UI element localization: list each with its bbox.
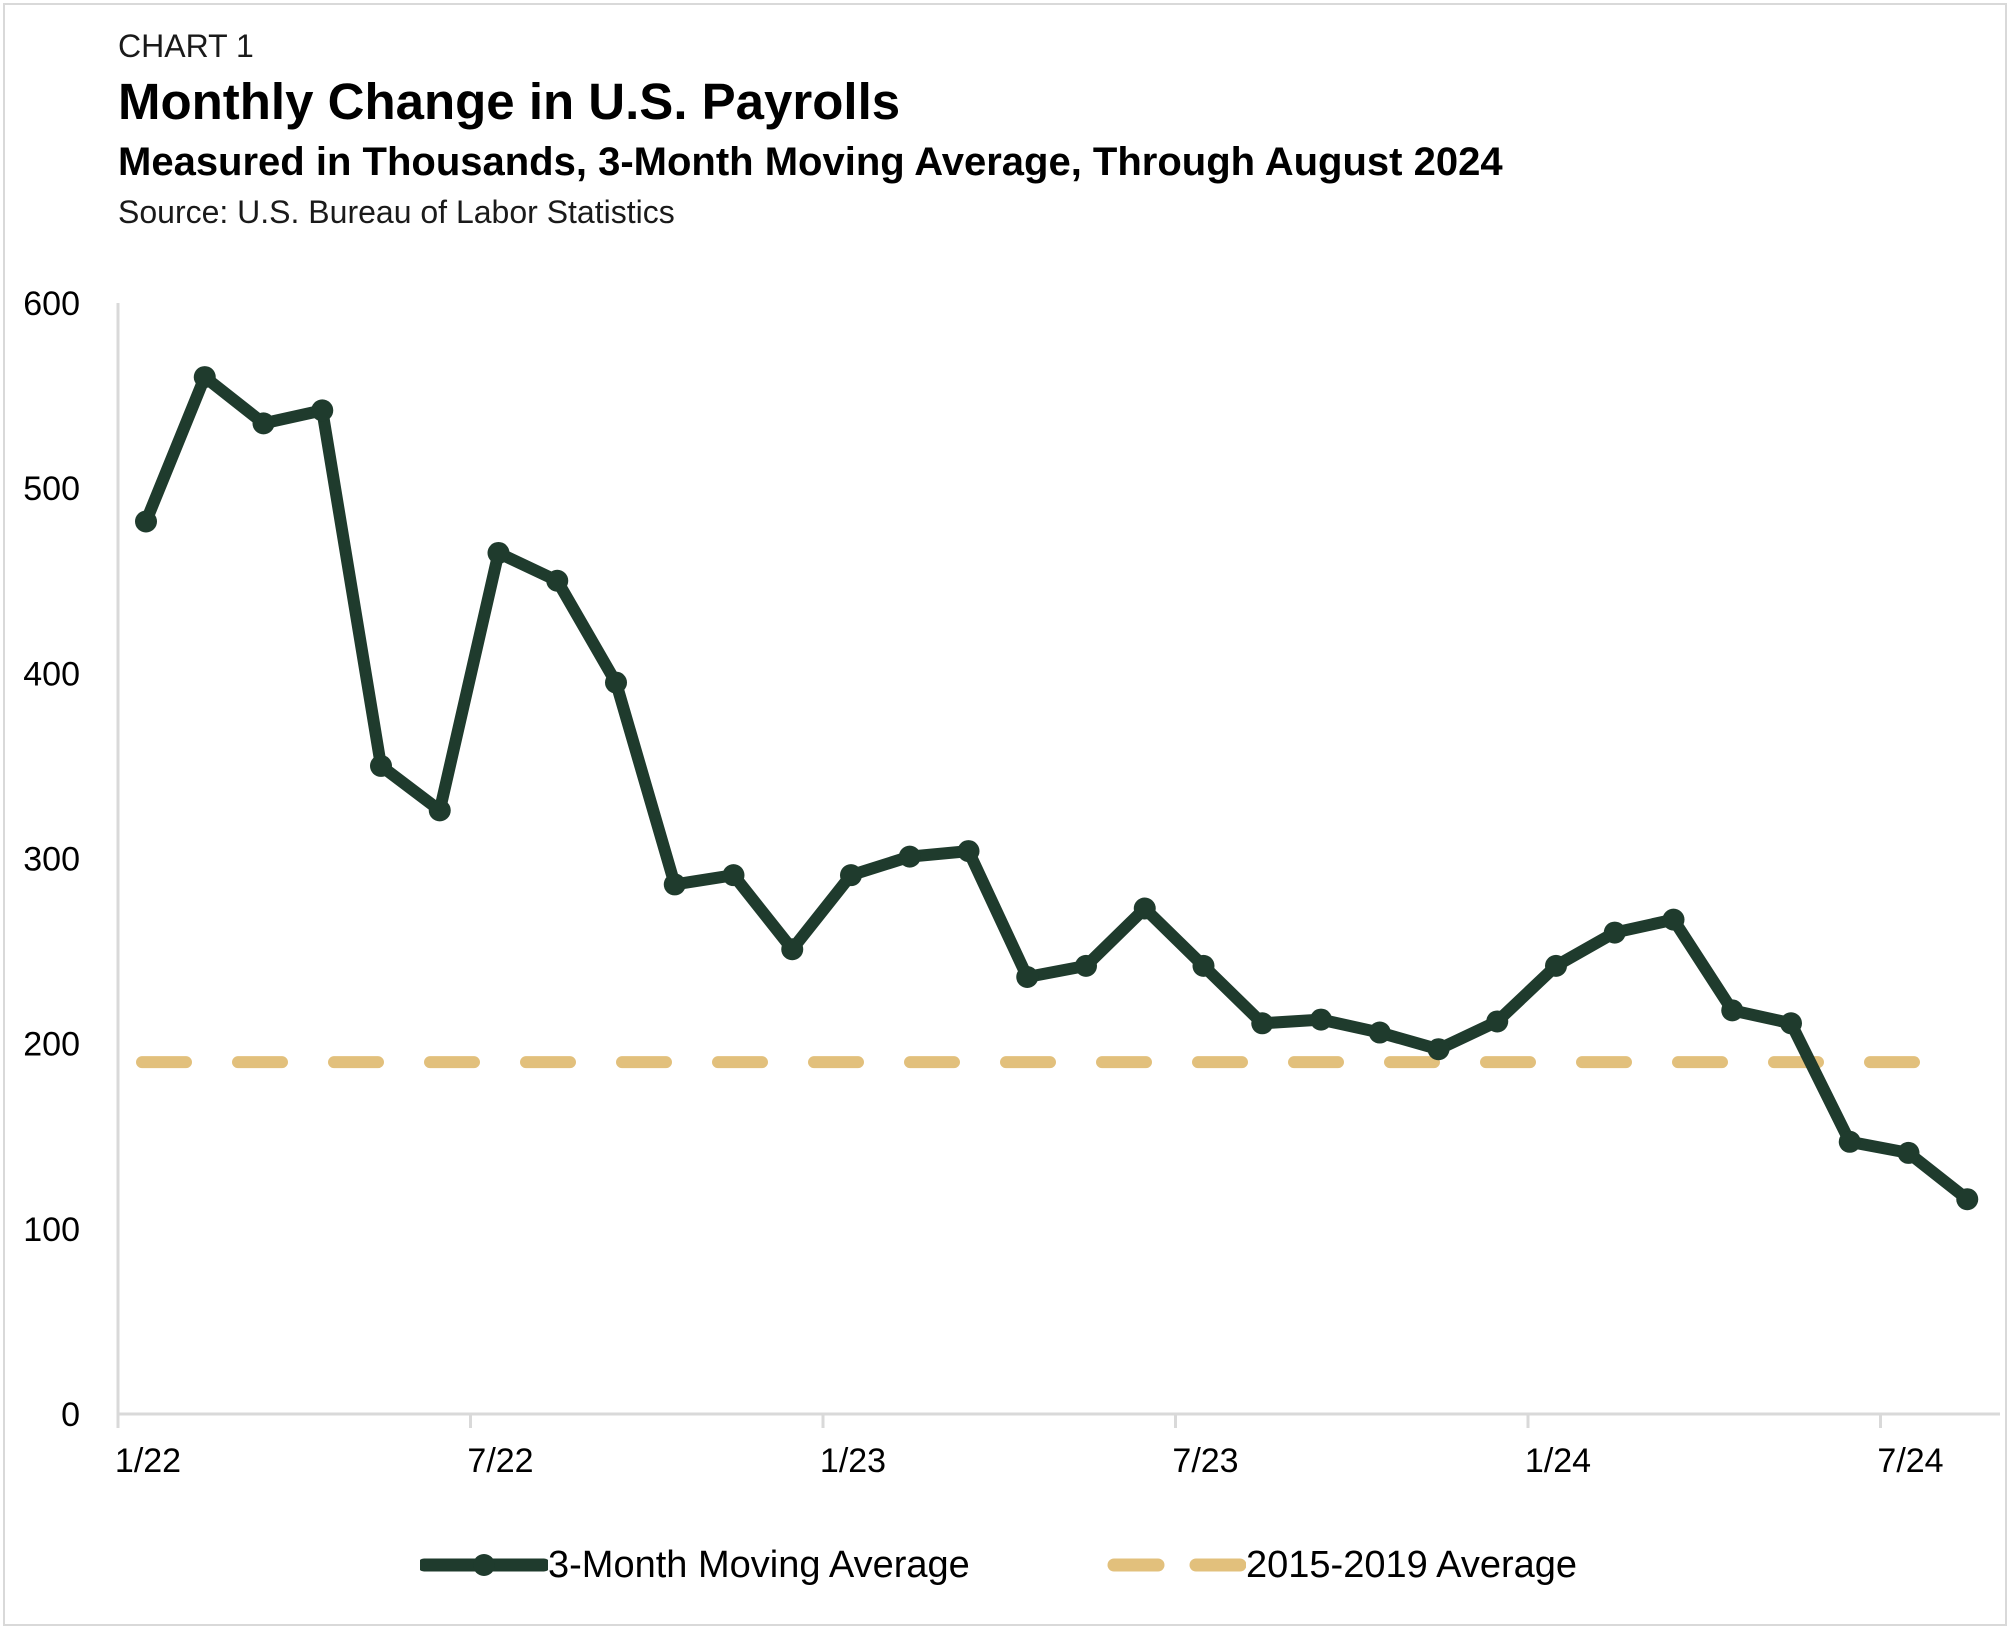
chart-legend: 3-Month Moving Average 2015-2019 Average — [0, 1535, 2012, 1595]
x-tick-label: 7/22 — [467, 1442, 533, 1480]
data-point — [311, 399, 334, 422]
data-point — [1251, 1012, 1274, 1035]
data-point — [1545, 954, 1567, 977]
data-point — [1838, 1130, 1861, 1153]
data-point — [781, 938, 804, 961]
data-point — [1133, 897, 1156, 920]
data-point — [898, 845, 921, 868]
y-tick-label: 400 — [23, 655, 80, 693]
data-point — [487, 541, 510, 564]
chart-axes — [116, 303, 2000, 1428]
y-tick-label: 100 — [23, 1211, 80, 1249]
data-point — [370, 754, 392, 777]
data-point — [546, 569, 569, 592]
legend-swatch-2015-2019-average — [1107, 1558, 1246, 1572]
data-point — [1368, 1021, 1391, 1044]
chart-frame — [3, 3, 2007, 1626]
y-tick-label: 0 — [61, 1396, 80, 1434]
data-point — [1780, 1012, 1802, 1035]
data-point — [840, 864, 862, 887]
data-point — [1897, 1141, 1920, 1164]
data-point — [722, 864, 745, 887]
data-point — [605, 671, 627, 694]
data-point — [1075, 954, 1097, 977]
data-point — [1427, 1038, 1450, 1061]
data-point — [663, 873, 686, 896]
chart-number-label: CHART 1 — [118, 28, 254, 64]
data-point — [1486, 1010, 1509, 1033]
y-tick-label: 600 — [23, 285, 80, 323]
legend-swatch-moving-average — [420, 1554, 548, 1576]
data-point — [428, 799, 451, 822]
data-point — [1721, 999, 1744, 1022]
y-tick-label: 500 — [23, 470, 80, 508]
data-point — [957, 840, 980, 863]
data-point — [252, 412, 275, 435]
x-tick-label: 1/22 — [115, 1442, 181, 1480]
legend-item-2015-2019-average: 2015-2019 Average — [1106, 1535, 1577, 1595]
moving-average-line — [140, 371, 1974, 1206]
data-point — [1016, 966, 1039, 989]
data-point — [1192, 954, 1215, 977]
data-point — [1603, 921, 1626, 944]
data-point — [193, 366, 216, 389]
x-tick-label: 1/24 — [1525, 1442, 1591, 1480]
chart-subtitle: Measured in Thousands, 3-Month Moving Av… — [118, 140, 1503, 184]
x-axis-tick-labels: 1/22 7/22 1/23 7/23 1/24 7/24 — [115, 1442, 1944, 1480]
y-axis-tick-labels: 0 100 200 300 400 500 600 — [23, 285, 80, 1434]
x-tick-label: 7/23 — [1172, 1442, 1238, 1480]
x-tick-label: 7/24 — [1877, 1442, 1943, 1480]
moving-average-series — [135, 366, 1979, 1211]
chart-source: Source: U.S. Bureau of Labor Statistics — [118, 194, 675, 230]
y-tick-label: 200 — [23, 1026, 80, 1064]
legend-item-moving-average: 3-Month Moving Average — [420, 1535, 970, 1595]
x-tick-label: 1/23 — [820, 1442, 886, 1480]
legend-marker — [473, 1554, 495, 1576]
y-tick-label: 300 — [23, 841, 80, 879]
chart-title: Monthly Change in U.S. Payrolls — [118, 73, 901, 130]
data-point — [135, 510, 157, 533]
data-point — [1662, 908, 1685, 931]
data-point — [1956, 1188, 1979, 1211]
legend-label-2015-2019-average: 2015-2019 Average — [1246, 1543, 1578, 1586]
legend-label-moving-average: 3-Month Moving Average — [548, 1543, 970, 1586]
data-point — [1310, 1008, 1332, 1031]
